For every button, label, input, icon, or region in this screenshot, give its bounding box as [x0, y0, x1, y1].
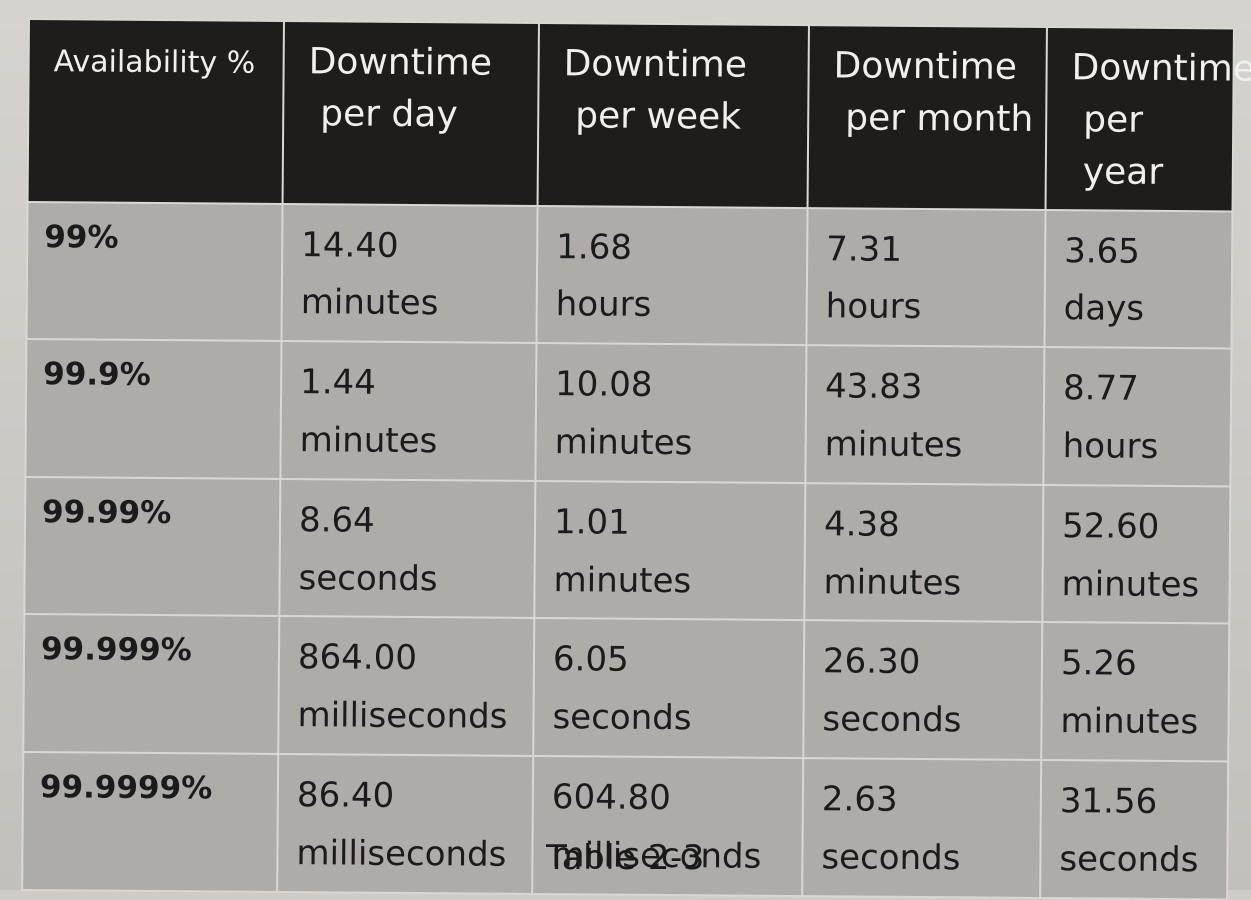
- downtime-cell: 8.77 hours: [1043, 347, 1232, 487]
- downtime-cell: 1.68 hours: [536, 205, 808, 346]
- downtime-value: 86.40: [296, 775, 395, 816]
- downtime-unit: minutes: [300, 282, 439, 324]
- availability-table-wrapper: Availability % Downtime per day Downtime…: [22, 18, 1251, 899]
- downtime-value: 4.38: [823, 504, 900, 545]
- downtime-cell: 14.40 minutes: [281, 203, 538, 344]
- header-line-1: Downtime: [833, 45, 1018, 88]
- header-availability: Availability %: [27, 19, 284, 204]
- downtime-unit: days: [1063, 288, 1145, 330]
- header-line-1: Downtime: [1071, 47, 1251, 90]
- downtime-value: 2.63: [821, 779, 898, 820]
- availability-cell: 99.999%: [23, 614, 280, 754]
- downtime-cell: 7.31 hours: [806, 207, 1046, 348]
- downtime-value: 14.40: [301, 224, 399, 266]
- availability-downtime-table: Availability % Downtime per day Downtime…: [21, 18, 1251, 900]
- downtime-value: 6.05: [552, 639, 629, 681]
- header-downtime-per-day: Downtime per day: [282, 21, 539, 206]
- downtime-unit: minutes: [299, 420, 438, 462]
- downtime-value: 1.68: [556, 226, 633, 268]
- downtime-value: 8.64: [298, 499, 375, 541]
- downtime-value: 1.44: [299, 362, 377, 403]
- availability-cell: 99%: [26, 201, 283, 342]
- downtime-unit: milliseconds: [297, 695, 508, 737]
- downtime-cell: 1.01 minutes: [534, 480, 806, 621]
- header-line-1: Availability %: [53, 44, 256, 81]
- header-downtime-per-year: Downtime per year: [1045, 27, 1251, 212]
- downtime-unit: seconds: [298, 557, 438, 599]
- header-line-2: per week: [575, 95, 742, 138]
- downtime-unit: hours: [825, 286, 922, 328]
- downtime-cell: 3.65 days: [1044, 209, 1233, 349]
- downtime-value: 10.08: [554, 364, 653, 406]
- downtime-value: 26.30: [822, 641, 921, 683]
- downtime-unit: hours: [1062, 426, 1159, 467]
- downtime-unit: minutes: [824, 424, 963, 466]
- table-header-row: Availability % Downtime per day Downtime…: [27, 19, 1251, 212]
- downtime-cell: 864.00 milliseconds: [278, 616, 535, 756]
- downtime-unit: hours: [555, 284, 652, 326]
- downtime-unit: seconds: [552, 697, 692, 739]
- downtime-unit: seconds: [822, 699, 962, 741]
- header-line-2: per year: [1082, 99, 1164, 194]
- header-line-2: per day: [320, 93, 458, 136]
- header-downtime-per-month: Downtime per month: [807, 25, 1047, 210]
- downtime-value: 7.31: [826, 228, 903, 270]
- availability-cell: 99.99%: [24, 476, 281, 617]
- table-row: 99.9% 1.44 minutes 10.08 minutes 43.83 minu…: [25, 339, 1232, 487]
- header-line-1: Downtime: [563, 43, 748, 86]
- downtime-value: 864.00: [297, 637, 418, 679]
- downtime-unit: minutes: [1060, 701, 1199, 743]
- downtime-value: 604.80: [551, 777, 672, 819]
- downtime-value: 52.60: [1061, 505, 1160, 547]
- downtime-cell: 10.08 minutes: [535, 343, 807, 483]
- downtime-cell: 6.05 seconds: [533, 618, 805, 759]
- downtime-cell: 52.60 minutes: [1042, 484, 1231, 624]
- downtime-cell: 31.56 seconds: [1040, 759, 1229, 899]
- table-row: 99% 14.40 minutes 1.68 hours 7.31 hours 3.6…: [26, 201, 1233, 349]
- downtime-unit: minutes: [554, 422, 693, 464]
- downtime-unit: minutes: [1061, 563, 1200, 605]
- header-line-2: per month: [845, 97, 1034, 141]
- downtime-cell: 1.44 minutes: [280, 341, 537, 481]
- downtime-value: 5.26: [1060, 643, 1137, 685]
- downtime-value: 3.65: [1064, 230, 1141, 272]
- table-row: 99.999% 864.00 milliseconds 6.05 seconds 2…: [23, 614, 1230, 762]
- downtime-cell: 5.26 minutes: [1041, 622, 1230, 762]
- downtime-cell: 26.30 seconds: [803, 620, 1043, 760]
- availability-cell: 99.9%: [25, 339, 282, 479]
- downtime-value: 43.83: [824, 366, 923, 408]
- header-downtime-per-week: Downtime per week: [537, 23, 809, 208]
- downtime-cell: 8.64 seconds: [279, 478, 536, 619]
- downtime-value: 8.77: [1062, 368, 1139, 409]
- header-line-1: Downtime: [308, 41, 493, 84]
- downtime-value: 1.01: [553, 501, 630, 543]
- downtime-cell: 4.38 minutes: [804, 482, 1044, 623]
- downtime-value: 31.56: [1059, 781, 1158, 822]
- downtime-unit: minutes: [823, 561, 962, 603]
- downtime-unit: minutes: [553, 559, 692, 601]
- downtime-cell: 43.83 minutes: [805, 345, 1045, 485]
- table-row: 99.99% 8.64 seconds 1.01 minutes 4.38 minut…: [24, 476, 1231, 624]
- table-caption: Table 2-3: [546, 838, 705, 878]
